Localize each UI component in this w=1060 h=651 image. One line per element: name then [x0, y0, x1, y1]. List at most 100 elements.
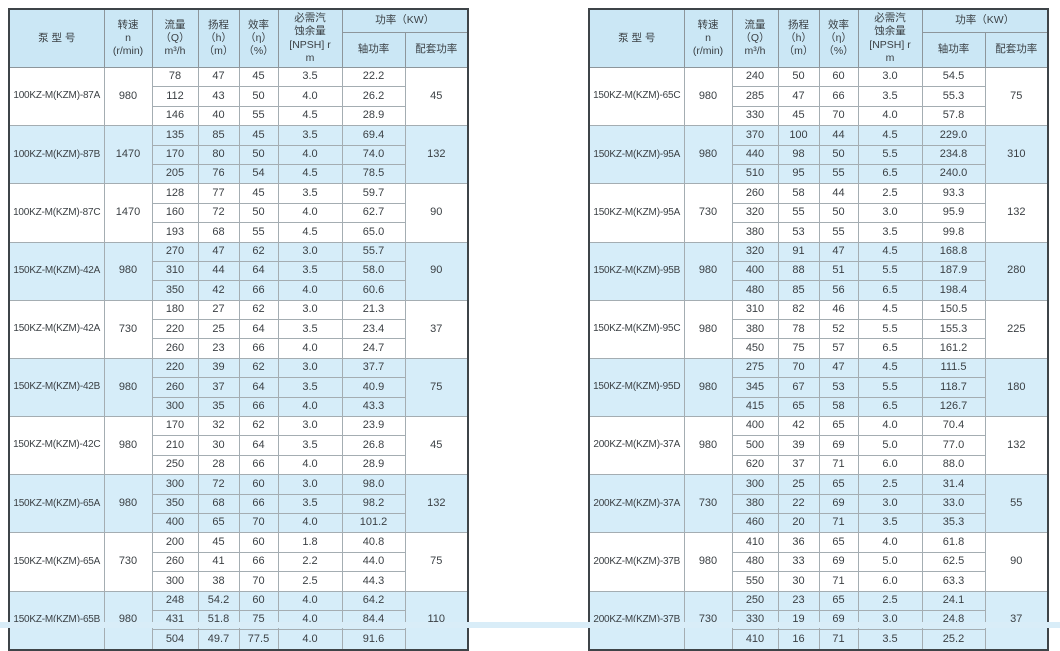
flow-cell: 220	[151, 357, 199, 379]
model-cell: 200KZ-M(KZM)-37B	[588, 532, 685, 592]
npsh-cell: 5.5	[857, 319, 923, 340]
shaft-power-cell: 35.3	[921, 512, 986, 534]
flow-cell: 275	[731, 357, 779, 379]
pump-row: 150KZ-M(KZM)-42A 980 270 47 62 3.0 55.7 90	[8, 241, 469, 301]
pump-row: 310 44 64 3.5 58.0	[9, 260, 468, 282]
matching-power-cell: 75	[984, 66, 1049, 127]
pump-table-right: 泵 型 号 转速 n (r/min) 流量 （Q） m³/h 扬程 （h） （m…	[588, 8, 1050, 651]
npsh-cell: 3.5	[277, 183, 343, 204]
speed-cell: 980	[683, 299, 733, 359]
head-cell: 65	[197, 512, 240, 534]
head-cell: 80	[197, 144, 240, 165]
pump-row: 450 75 57 6.5 161.2	[589, 338, 1048, 359]
head-cell: 68	[197, 493, 240, 514]
flow-cell: 260	[731, 183, 779, 204]
pump-row: 210 30 64 3.5 26.8	[9, 435, 468, 456]
matching-power-cell: 75	[404, 357, 469, 418]
speed-cell: 980	[103, 416, 153, 476]
matching-power-cell: 45	[404, 66, 469, 127]
header-efficiency: 效率 （η） （%）	[238, 8, 279, 68]
matching-power-cell: 132	[404, 474, 469, 534]
shaft-power-cell: 161.2	[921, 338, 986, 359]
pump-row: 620 37 71 6.0 88.0	[589, 454, 1048, 476]
head-cell: 30	[197, 435, 240, 456]
efficiency-cell: 45	[238, 183, 279, 204]
pump-row: 320 55 50 3.0 95.9	[589, 202, 1048, 224]
flow-cell: 370	[731, 125, 779, 146]
speed-cell: 980	[103, 590, 153, 651]
pump-row: 330 45 70 4.0 57.8	[589, 105, 1048, 127]
head-cell: 30	[777, 571, 820, 592]
efficiency-cell: 65	[818, 416, 859, 437]
model-cell: 100KZ-M(KZM)-87A	[8, 66, 105, 127]
matching-power-cell: 55	[984, 474, 1049, 534]
npsh-cell: 4.5	[857, 299, 923, 321]
shaft-power-cell: 59.7	[341, 183, 406, 204]
shaft-power-cell: 33.0	[921, 493, 986, 514]
head-cell: 68	[197, 222, 240, 243]
shaft-power-cell: 65.0	[341, 222, 406, 243]
matching-power-cell: 132	[404, 125, 469, 185]
header-speed: 转速 n (r/min)	[683, 8, 733, 68]
npsh-cell: 4.0	[277, 396, 343, 418]
efficiency-cell: 50	[238, 86, 279, 107]
npsh-cell: 6.0	[857, 454, 923, 476]
efficiency-cell: 71	[818, 571, 859, 592]
matching-power-cell: 310	[984, 125, 1049, 185]
head-cell: 35	[197, 396, 240, 418]
shaft-power-cell: 93.3	[921, 183, 986, 204]
efficiency-cell: 66	[238, 338, 279, 359]
flow-cell: 310	[151, 260, 199, 282]
efficiency-cell: 70	[818, 105, 859, 127]
shaft-power-cell: 25.2	[921, 629, 986, 651]
model-cell: 200KZ-M(KZM)-37A	[588, 416, 685, 476]
speed-cell: 980	[683, 532, 733, 592]
flow-cell: 410	[731, 532, 779, 553]
head-cell: 82	[777, 299, 820, 321]
npsh-cell: 3.5	[857, 512, 923, 534]
head-cell: 85	[197, 125, 240, 146]
head-cell: 54.2	[197, 590, 240, 611]
header-power: 功率（KW）	[341, 8, 469, 33]
flow-cell: 550	[731, 571, 779, 592]
npsh-cell: 4.0	[277, 338, 343, 359]
header-head: 扬程 （h） （m）	[197, 8, 240, 68]
flow-cell: 350	[151, 280, 199, 301]
page-bottom-strip	[0, 622, 1060, 628]
matching-power-cell: 45	[404, 416, 469, 476]
efficiency-cell: 45	[238, 125, 279, 146]
header-model: 泵 型 号	[8, 8, 105, 68]
pump-row: 200KZ-M(KZM)-37B 980 410 36 65 4.0 61.8 90	[588, 532, 1049, 592]
shaft-power-cell: 229.0	[921, 125, 986, 146]
shaft-power-cell: 55.3	[921, 86, 986, 107]
shaft-power-cell: 155.3	[921, 319, 986, 340]
efficiency-cell: 65	[818, 590, 859, 611]
head-cell: 36	[777, 532, 820, 553]
npsh-cell: 6.5	[857, 338, 923, 359]
flow-cell: 300	[151, 571, 199, 592]
shaft-power-cell: 26.2	[341, 86, 406, 107]
flow-cell: 415	[731, 396, 779, 418]
efficiency-cell: 66	[818, 86, 859, 107]
npsh-cell: 6.5	[857, 396, 923, 418]
efficiency-cell: 69	[818, 493, 859, 514]
flow-cell: 300	[731, 474, 779, 495]
efficiency-cell: 60	[238, 532, 279, 553]
npsh-cell: 3.0	[277, 299, 343, 321]
matching-power-cell: 180	[984, 357, 1049, 418]
head-cell: 55	[777, 202, 820, 224]
header-speed: 转速 n (r/min)	[103, 8, 153, 68]
head-cell: 85	[777, 280, 820, 301]
npsh-cell: 3.5	[857, 629, 923, 651]
npsh-cell: 4.0	[277, 512, 343, 534]
head-cell: 50	[777, 66, 820, 88]
pump-row: 200KZ-M(KZM)-37A 980 400 42 65 4.0 70.4 132	[588, 416, 1049, 476]
pump-row: 150KZ-M(KZM)-42C 980 170 32 62 3.0 23.9 45	[8, 416, 469, 476]
head-cell: 95	[777, 163, 820, 185]
header-shaft-power: 轴功率	[921, 32, 986, 68]
npsh-cell: 3.5	[277, 260, 343, 282]
matching-power-cell: 90	[404, 241, 469, 301]
shaft-power-cell: 88.0	[921, 454, 986, 476]
model-cell: 150KZ-M(KZM)-42B	[8, 357, 105, 418]
shaft-power-cell: 28.9	[341, 454, 406, 476]
